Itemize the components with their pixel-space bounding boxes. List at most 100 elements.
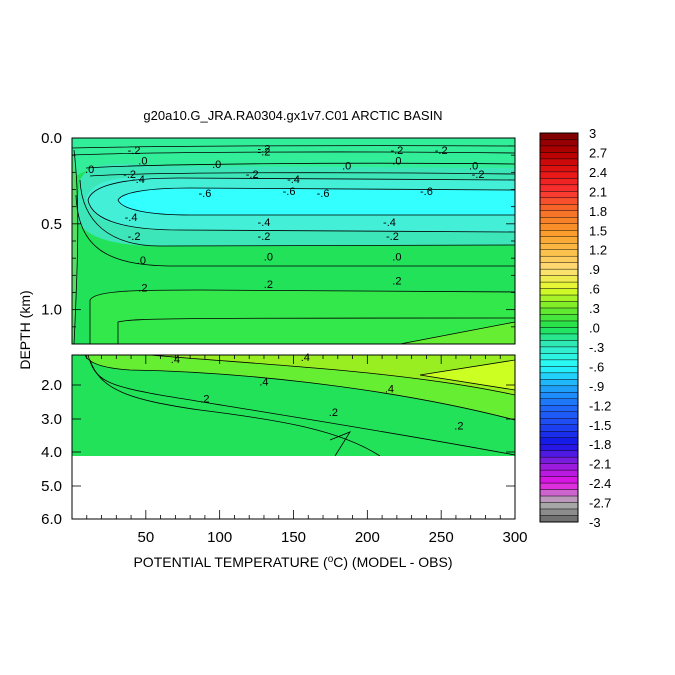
- colorbar-tick-label: 2.7: [589, 145, 607, 160]
- contour-label: -.2: [258, 147, 271, 159]
- colorbar-swatch: [539, 405, 579, 412]
- colorbar-swatch: [539, 288, 579, 296]
- colorbar-swatch: [539, 333, 579, 341]
- colorbar-swatch: [539, 281, 579, 289]
- colorbar-tick-label: 1.8: [589, 204, 607, 219]
- upper-contour-line: [117, 187, 515, 216]
- x-tick-label: 150: [281, 529, 306, 546]
- lower-contour-line: [84, 355, 515, 421]
- y-tick-label: 0.0: [41, 130, 62, 147]
- colorbar-swatch: [539, 508, 579, 516]
- upper-contour-line: [79, 179, 515, 247]
- colorbar-swatch: [539, 262, 579, 270]
- lower-panel: .4 .4 .4 .4 .2 .2 .2 2.0 3.0 4.0 5.0 6.0: [41, 352, 516, 528]
- colorbar-tick-label: -3: [589, 515, 601, 530]
- colorbar-swatch: [539, 411, 579, 419]
- x-axis-label-text: POTENTIAL TEMPERATURE (: [133, 554, 328, 570]
- upper-panel: -.2 -.2-.2 -.2-.2.0.0.0.0.0.0-.2 -.2 -.2-.4-…: [41, 130, 516, 345]
- colorbar-swatches: [539, 132, 579, 523]
- y-axis-label: DEPTH (km): [17, 290, 33, 369]
- contour-label: .2: [454, 421, 463, 433]
- contour-label: -.2: [258, 231, 271, 243]
- colorbar-swatch: [539, 204, 579, 211]
- x-axis-label: POTENTIAL TEMPERATURE (oC) (MODEL - OBS): [133, 554, 452, 570]
- colorbar-swatch: [539, 178, 579, 186]
- contour-label: -.2: [258, 143, 271, 155]
- colorbar-tick-label: -1.8: [589, 437, 611, 452]
- contour-label: -.2: [128, 231, 141, 243]
- colorbar-tick-label: 1.5: [589, 223, 607, 238]
- contour-label: .0: [137, 255, 146, 267]
- colorbar-tick-label: -1.2: [589, 398, 611, 413]
- colorbar-swatch: [539, 152, 579, 160]
- lower-missing-data-area: [72, 456, 515, 519]
- upper-contour-line: [72, 151, 515, 156]
- colorbar-swatch: [539, 275, 579, 283]
- colorbar-swatch: [539, 424, 579, 432]
- contour-label: -.6: [283, 186, 296, 198]
- upper-contour-line: [87, 177, 515, 233]
- contour-label: -.4: [258, 217, 271, 229]
- colorbar-tick-label: -2.7: [589, 496, 611, 511]
- contour-label: -.4: [287, 174, 300, 186]
- colorbar-swatch: [539, 301, 579, 309]
- contour-label: -.2: [123, 169, 136, 181]
- contour-label: .0: [469, 160, 478, 172]
- colorbar-tick-label: -2.4: [589, 476, 611, 491]
- contour-label: -.2: [435, 145, 448, 157]
- colorbar-tick-label: -2.1: [589, 457, 611, 472]
- y-tick-label: 3.0: [41, 411, 62, 428]
- colorbar-swatch: [539, 191, 579, 199]
- x-tick-label: 100: [207, 529, 232, 546]
- lower-band-plus04: [150, 355, 515, 395]
- colorbar-swatch: [539, 515, 579, 523]
- lower-contour-line: [149, 355, 515, 396]
- colorbar-tick-label: 3: [589, 126, 596, 141]
- colorbar-swatch: [539, 268, 579, 276]
- colorbar-swatch: [539, 463, 579, 471]
- colorbar-swatch: [539, 366, 579, 374]
- colorbar-swatch: [539, 320, 579, 328]
- upper-contour-line: [72, 145, 515, 149]
- colorbar-swatch: [539, 165, 579, 173]
- lower-contour-line: [329, 431, 351, 457]
- colorbar-swatch: [539, 372, 579, 380]
- colorbar-swatch: [539, 223, 579, 231]
- lower-y-axis: 2.0 3.0 4.0 5.0 6.0: [41, 377, 515, 528]
- colorbar-swatch: [539, 359, 579, 367]
- y-tick-label: 1.0: [41, 302, 62, 319]
- colorbar-swatch: [539, 210, 579, 218]
- colorbar-tick-label: 2.1: [589, 184, 607, 199]
- x-tick-label: 300: [502, 529, 527, 546]
- colorbar-tick-label: 1.2: [589, 243, 607, 258]
- upper-band-plus02: [90, 290, 515, 344]
- colorbar-swatch: [539, 495, 579, 503]
- colorbar-tick-label: 2.4: [589, 165, 607, 180]
- colorbar-swatch: [539, 236, 579, 244]
- colorbar-tick-label: -.9: [589, 379, 604, 394]
- colorbar-swatch: [539, 469, 579, 477]
- contour-label: .0: [392, 251, 401, 263]
- colorbar-swatch: [539, 482, 579, 490]
- colorbar-swatch: [539, 392, 579, 400]
- contour-label: .0: [264, 251, 273, 263]
- contour-label: .0: [138, 155, 147, 167]
- upper-contour-line: [85, 162, 515, 169]
- upper-band-minus06: [118, 188, 515, 215]
- lower-contour-lines: [84, 355, 515, 457]
- colorbar-tick-label: .3: [589, 301, 600, 316]
- contour-label: -.4: [383, 217, 396, 229]
- lower-contour-labels: .4 .4 .4 .4 .2 .2 .2: [171, 352, 464, 433]
- colorbar-swatch: [539, 217, 579, 224]
- upper-y-axis: 0.0 0.5 1.0: [41, 130, 515, 328]
- chart-title: g20a10.G_JRA.RA0304.gx1v7.C01 ARCTIC BAS…: [143, 108, 442, 123]
- y-tick-label: 0.5: [41, 216, 62, 233]
- colorbar-tick-label: .0: [589, 321, 600, 336]
- contour-label: .0: [392, 155, 401, 167]
- contour-label: -.2: [128, 145, 141, 157]
- colorbar-swatch: [539, 489, 579, 497]
- colorbar-tick-label: .9: [589, 262, 600, 277]
- colorbar-swatch: [539, 158, 579, 166]
- colorbar-swatch: [539, 145, 579, 153]
- colorbar-swatch: [539, 230, 579, 237]
